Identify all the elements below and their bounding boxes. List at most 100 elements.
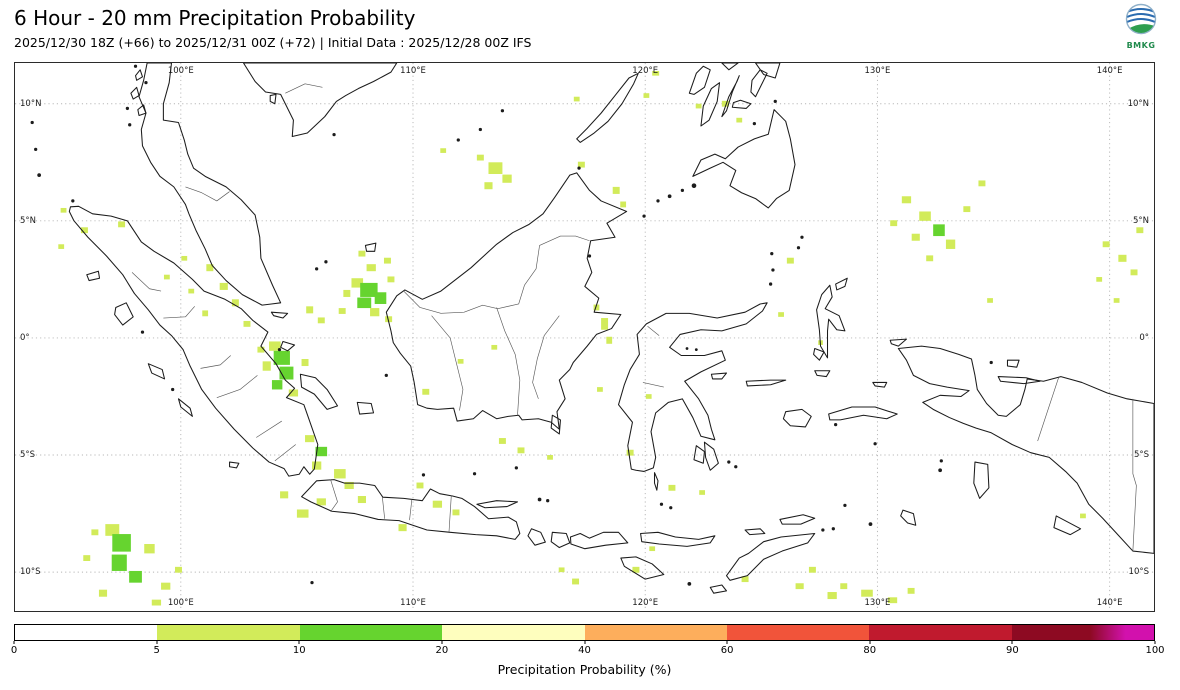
precip-patch <box>577 161 585 168</box>
precip-patch <box>231 299 239 307</box>
precip-patch <box>385 316 393 323</box>
colorbar-ticks: 0 5 10 20 40 60 80 90 100 <box>10 641 1165 659</box>
precip-patch <box>736 117 743 123</box>
precip-patch <box>316 498 326 506</box>
precip-patch <box>219 282 228 290</box>
bmkg-logo: BMKG <box>1118 3 1164 50</box>
precip-patch <box>344 481 354 489</box>
colorbar-tick-label: 60 <box>720 645 734 656</box>
precip-patch <box>288 389 299 397</box>
precip-patch <box>315 446 328 457</box>
precip-patch <box>129 570 142 583</box>
colorbar-tick-label: 10 <box>292 645 306 656</box>
precip-patch <box>457 359 464 364</box>
precip-patch <box>358 250 366 257</box>
precip-patch <box>311 461 322 470</box>
precip-patch <box>911 233 920 241</box>
colorbar-tick-label: 80 <box>863 645 877 656</box>
colorbar-segment-90-100 <box>1011 625 1154 640</box>
precip-patch <box>1113 298 1120 303</box>
precip-patch <box>558 567 565 573</box>
colorbar-segment-80-90 <box>869 625 1012 640</box>
colorbar-segment-60-80 <box>726 625 870 640</box>
map-svg <box>15 63 1154 611</box>
precip-patch <box>612 186 620 194</box>
precip-patch <box>695 103 702 109</box>
precip-patch <box>887 597 898 604</box>
precip-patch <box>488 162 503 175</box>
precip-patch <box>111 554 127 571</box>
precip-patch <box>643 93 650 98</box>
precip-patch <box>338 308 346 314</box>
admin-borders <box>131 83 1137 552</box>
precip-patch <box>901 196 912 204</box>
precip-patch <box>601 318 609 330</box>
precip-patch <box>476 154 484 161</box>
precip-patch <box>721 100 729 107</box>
colorbar-tick-mark <box>584 641 585 644</box>
precip-patch <box>1102 241 1110 248</box>
precip-patch <box>1130 269 1138 276</box>
precip-patch <box>978 180 986 187</box>
colorbar-tick-label: 0 <box>10 645 18 656</box>
precip-patch <box>343 289 351 297</box>
precip-patch <box>383 257 391 264</box>
precip-patch <box>181 255 188 261</box>
precip-patch <box>626 449 634 456</box>
precip-patch <box>83 555 91 562</box>
precip-patch <box>188 288 195 294</box>
precip-patch <box>491 344 498 350</box>
bmkg-logo-text: BMKG <box>1126 41 1156 50</box>
precip-patch <box>271 380 283 390</box>
colorbar-tick-label: 90 <box>1006 645 1019 656</box>
precip-patch <box>861 589 873 597</box>
precip-patch <box>517 447 525 454</box>
precip-patch <box>280 491 289 499</box>
precip-patch <box>963 206 971 213</box>
precip-patch <box>360 282 378 297</box>
precip-patches <box>58 70 1144 606</box>
precip-patch <box>919 211 931 221</box>
precip-patch <box>243 320 251 327</box>
precip-patch <box>91 529 99 536</box>
precip-patch <box>257 346 265 353</box>
precip-patch <box>1096 277 1103 282</box>
colorbar-tick-mark <box>1011 641 1013 644</box>
precip-patch <box>351 278 364 288</box>
precip-patch <box>80 227 88 234</box>
precip-patch <box>144 544 155 554</box>
coastlines <box>30 63 1154 594</box>
precip-patch <box>649 546 656 552</box>
colorbar-title: Precipitation Probability (%) <box>497 662 672 677</box>
precip-patch <box>907 587 915 594</box>
colorbar-tick-label: 100 <box>1145 645 1165 656</box>
precip-patch <box>778 312 784 317</box>
precip-patch <box>606 336 613 344</box>
precip-patch <box>422 388 430 395</box>
colorbar-tick-mark <box>869 641 871 644</box>
precip-patch <box>206 264 214 272</box>
precip-patch <box>597 387 603 392</box>
precip-patch <box>60 207 67 213</box>
precip-patch <box>357 496 366 504</box>
precip-patch <box>163 274 170 280</box>
colorbar-tick-label: 20 <box>435 645 449 656</box>
precip-patch <box>112 534 131 552</box>
precip-patch <box>98 589 108 597</box>
colorbar-tick-mark <box>441 641 443 644</box>
colorbar-tick-label: 40 <box>578 645 591 656</box>
precip-patch <box>269 341 281 351</box>
colorbar-segment-20-40 <box>442 625 585 640</box>
precip-patch <box>370 308 380 317</box>
precip-patch <box>572 578 580 585</box>
precip-patch <box>1080 513 1086 519</box>
colorbar-segment-40-60 <box>584 625 727 640</box>
colorbar-tick-mark <box>726 641 728 644</box>
map-canvas: 100°E 100°E 110°E 110°E 120°E 120°E 130°E 130°E… <box>14 62 1155 612</box>
precip-patch <box>652 70 660 76</box>
precip-patch <box>890 220 898 227</box>
precip-patch <box>945 239 956 249</box>
precip-patch <box>432 500 443 508</box>
precip-patch <box>1118 254 1127 262</box>
